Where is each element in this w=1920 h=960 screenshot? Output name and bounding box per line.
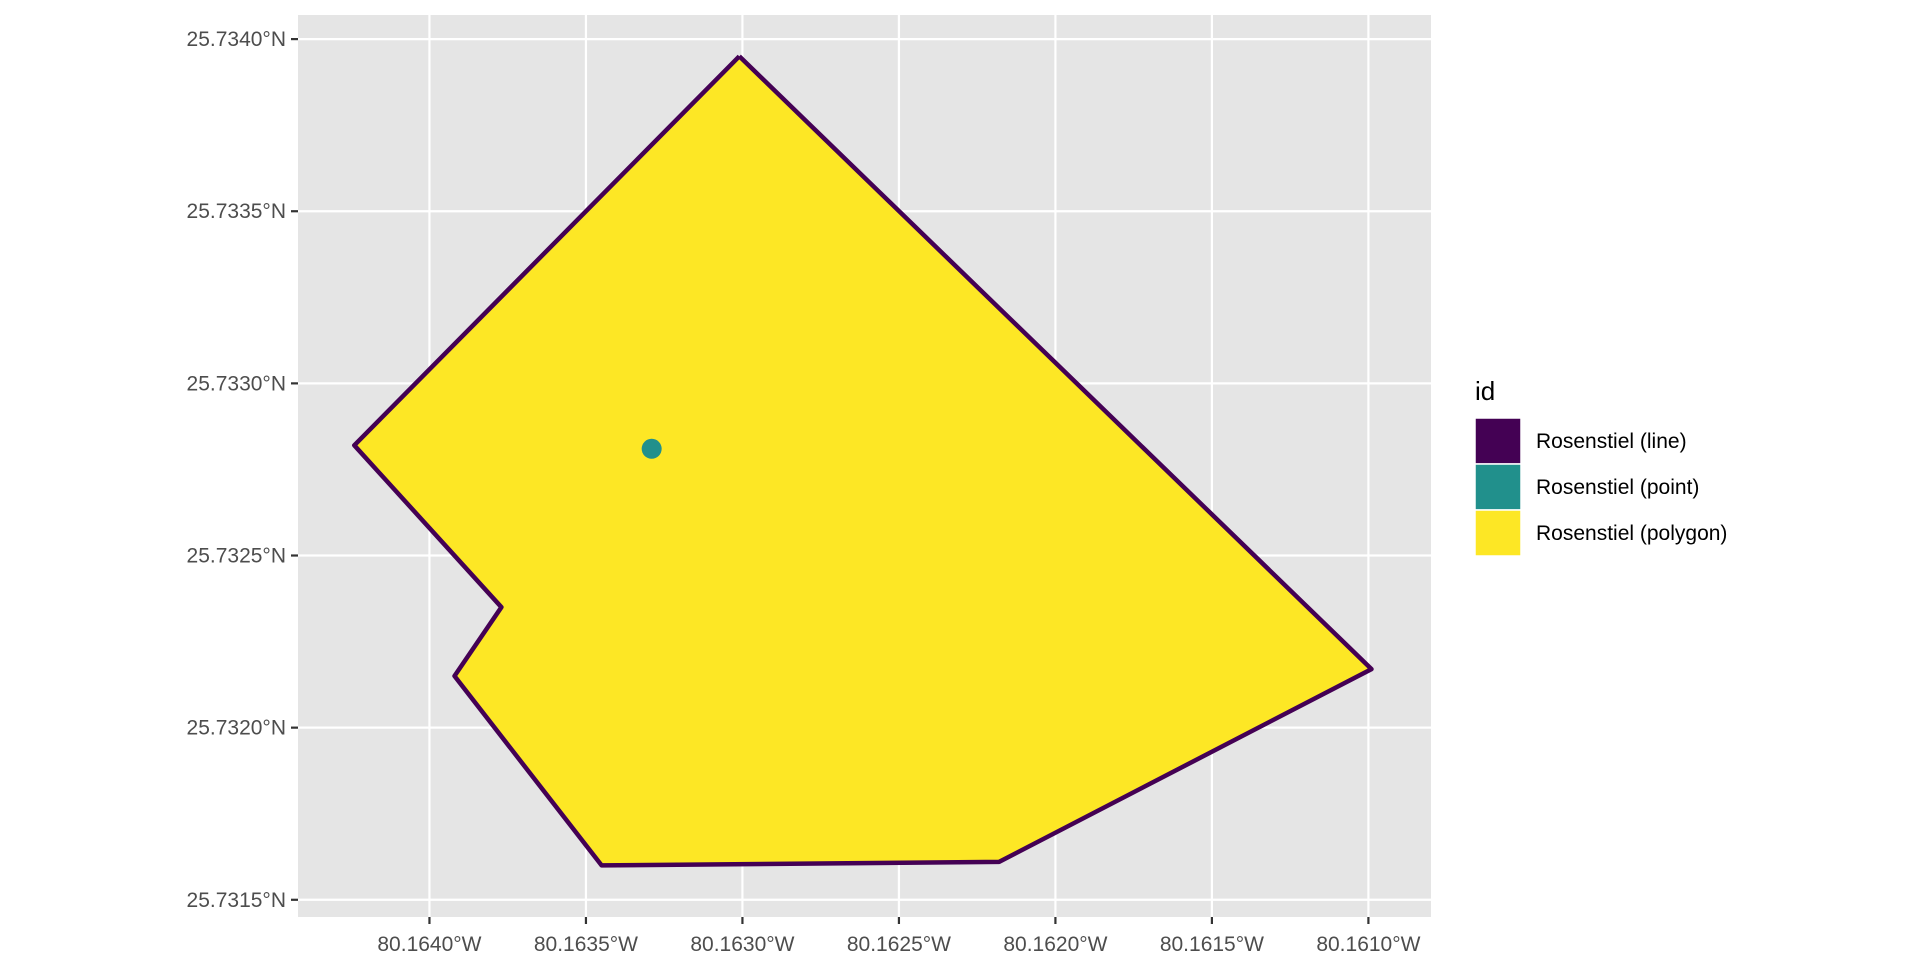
- y-tick-label: 25.7335°N: [187, 200, 286, 223]
- legend-label: Rosenstiel (point): [1536, 476, 1699, 499]
- x-tick-label: 80.1630°W: [690, 933, 794, 956]
- map-layers: [352, 54, 1374, 868]
- legend-key: [1474, 509, 1522, 557]
- x-tick-label: 80.1610°W: [1316, 933, 1420, 956]
- axes: 80.1640°W 80.1635°W 80.1630°W 80.1625°W 80.1…: [187, 28, 1421, 956]
- legend-label: Rosenstiel (polygon): [1536, 522, 1727, 545]
- x-tick-label: 80.1640°W: [377, 933, 481, 956]
- legend-key: [1474, 417, 1522, 465]
- legend-title: id: [1475, 376, 1495, 406]
- line-feature: [352, 54, 1374, 868]
- legend: id Rosenstiel (line) Rosenstiel (point) Ro…: [1474, 376, 1727, 557]
- y-tick-label: 25.7325°N: [187, 545, 286, 568]
- y-tick-label: 25.7315°N: [187, 889, 286, 912]
- y-tick-label: 25.7330°N: [187, 372, 286, 395]
- x-tick-label: 80.1615°W: [1160, 933, 1264, 956]
- x-tick-label: 80.1620°W: [1003, 933, 1107, 956]
- legend-label: Rosenstiel (line): [1536, 430, 1687, 453]
- polygon-feature: [354, 56, 1372, 866]
- legend-key: [1474, 463, 1522, 511]
- y-tick-label: 25.7320°N: [187, 717, 286, 740]
- x-tick-label: 80.1635°W: [534, 933, 638, 956]
- point-feature: [641, 438, 662, 459]
- x-tick-label: 80.1625°W: [847, 933, 951, 956]
- y-tick-label: 25.7340°N: [187, 28, 286, 51]
